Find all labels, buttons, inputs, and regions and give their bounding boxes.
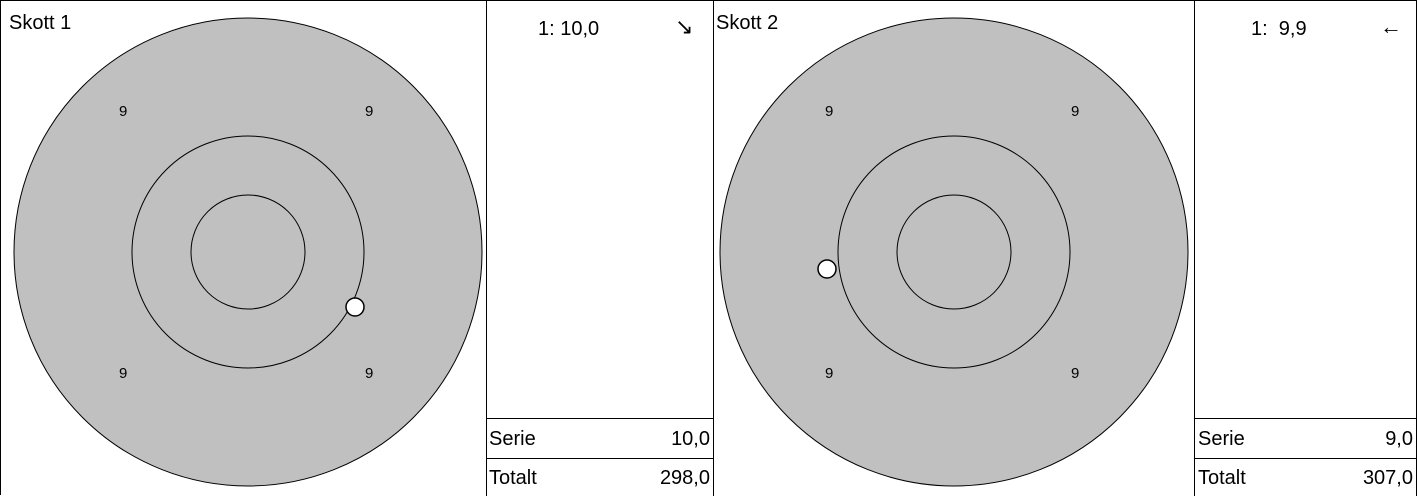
ring-number: 9	[365, 365, 373, 382]
ring-number: 9	[119, 103, 127, 120]
shot-direction-arrow-icon: ↘	[675, 14, 694, 39]
target-outer-ring	[13, 17, 483, 487]
total-label: Totalt	[489, 467, 537, 489]
shot-hole-marker	[817, 259, 837, 279]
divider-target1-score1	[486, 0, 487, 496]
serie-value: 10,0	[671, 428, 710, 450]
target-outer-ring	[719, 17, 1189, 487]
serie-label: Serie	[489, 428, 536, 450]
shooting-target-1: 9 9 9 9	[13, 17, 483, 487]
serie-divider	[1194, 418, 1416, 419]
shot-title: Skott 1	[9, 12, 72, 34]
divider-score1-target2	[713, 0, 714, 496]
ring-number: 9	[1071, 103, 1079, 120]
divider-target2-score2	[1194, 0, 1195, 496]
shot-hole-marker	[345, 297, 365, 317]
target-ring-10	[131, 135, 365, 369]
shot-title: Skott 2	[716, 12, 779, 34]
ring-number: 9	[825, 103, 833, 120]
total-value: 307,0	[1362, 467, 1413, 489]
target-ring-10	[837, 135, 1071, 369]
total-divider	[1194, 458, 1416, 459]
ring-number: 9	[119, 365, 127, 382]
shot-score-line: 1: 9,9	[1251, 18, 1307, 40]
serie-divider	[486, 418, 714, 419]
ring-number: 9	[1071, 365, 1079, 382]
serie-value: 9,0	[1385, 428, 1413, 450]
total-divider	[486, 458, 714, 459]
target-inner-ring	[896, 194, 1012, 310]
ring-number: 9	[365, 103, 373, 120]
total-value: 298,0	[659, 467, 710, 489]
shot-score-line: 1: 10,0	[538, 18, 600, 40]
target-inner-ring	[190, 194, 306, 310]
serie-label: Serie	[1198, 428, 1245, 450]
shooting-target-2: 9 9 9 9	[719, 17, 1189, 487]
total-label: Totalt	[1198, 467, 1246, 489]
ring-number: 9	[825, 365, 833, 382]
shot-direction-arrow-icon: ←	[1380, 14, 1402, 39]
